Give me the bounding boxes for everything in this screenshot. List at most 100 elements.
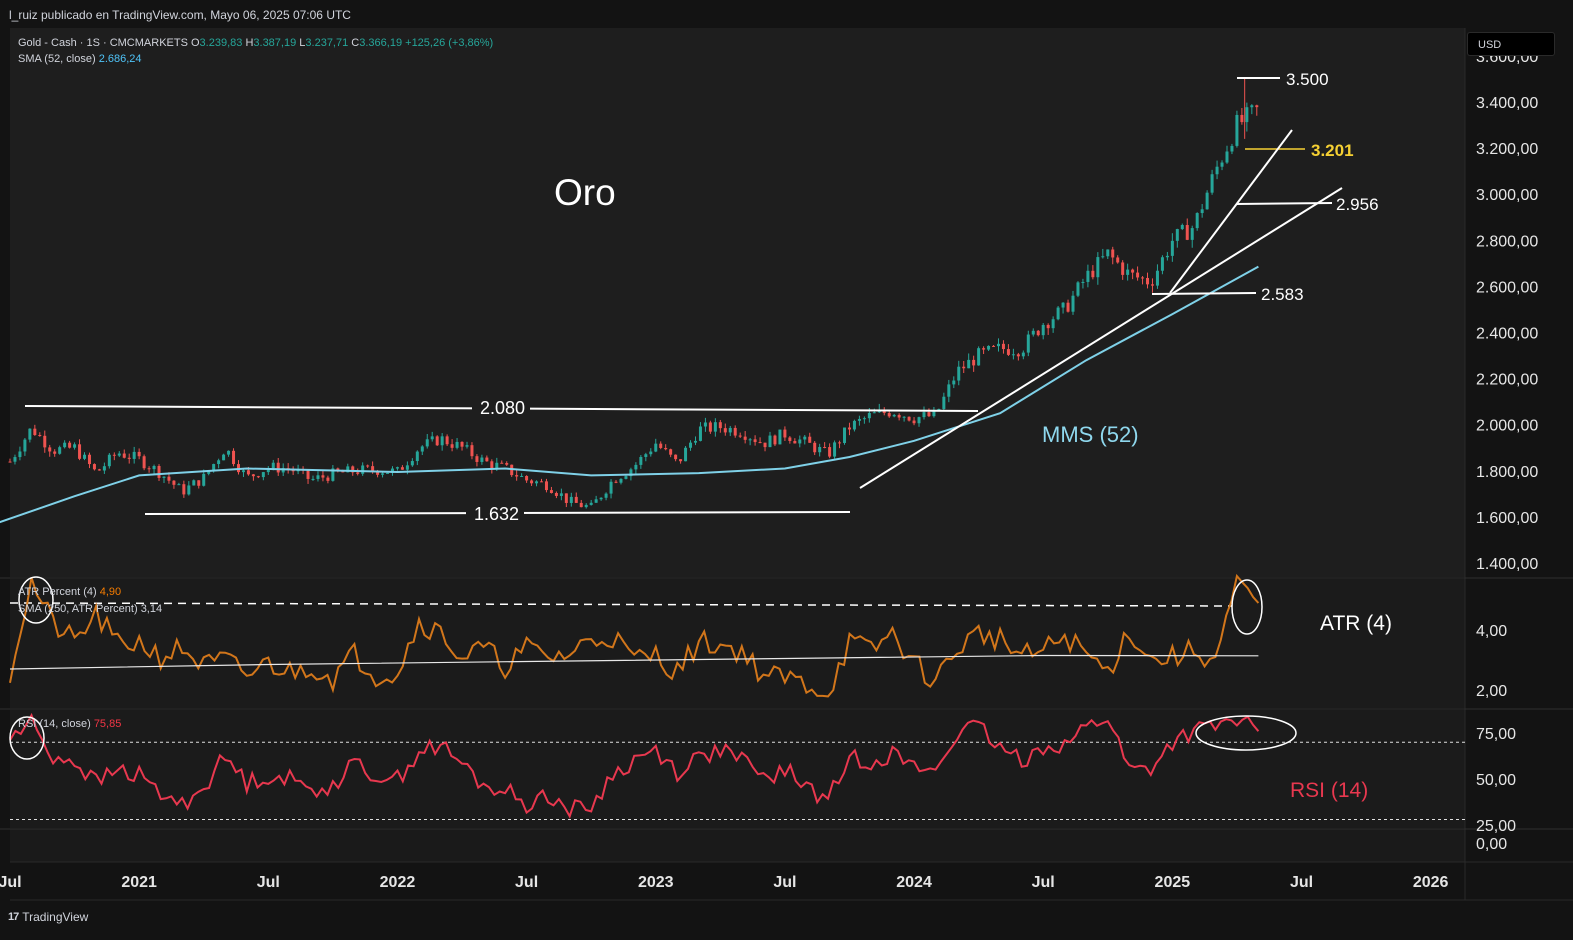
candle-body <box>1250 105 1254 108</box>
candle-body <box>127 457 131 459</box>
candle-body <box>1141 277 1145 279</box>
candle-body <box>97 469 101 471</box>
candle-body <box>102 466 106 471</box>
candle-body <box>480 457 484 462</box>
level-2583-label: 2.583 <box>1261 285 1304 304</box>
rsi-highlight-ellipse-left <box>9 716 45 760</box>
candle-body <box>1031 330 1035 335</box>
candle-body <box>117 453 121 456</box>
candle-body <box>425 439 429 447</box>
candle-body <box>594 499 598 503</box>
candle-body <box>251 474 255 477</box>
candle-body <box>664 447 668 450</box>
candle-body <box>1126 269 1130 275</box>
candle-body <box>395 467 399 469</box>
atr-annotation: ATR (4) <box>1320 612 1392 635</box>
candle-body <box>1230 145 1234 152</box>
candle-body <box>634 464 638 470</box>
candle-body <box>808 436 812 443</box>
candle-body <box>87 454 91 465</box>
candle-body <box>18 451 22 458</box>
candle-body <box>733 427 737 436</box>
price-tick-label: 3.400,00 <box>1476 95 1538 112</box>
candle-body <box>241 470 245 473</box>
candle-body <box>371 466 375 471</box>
candle-body <box>1091 270 1095 278</box>
candle-body <box>107 454 111 467</box>
candle-body <box>400 467 404 470</box>
rsi-tick-label: 75,00 <box>1476 726 1516 743</box>
candle-body <box>485 457 489 462</box>
candle-body <box>1150 284 1154 286</box>
candle-body <box>321 475 325 478</box>
open-value: 3.239,83 <box>199 37 243 49</box>
candle-body <box>818 446 822 453</box>
c-label: C <box>351 37 360 49</box>
candle-body <box>455 441 459 448</box>
time-tick-label: 2026 <box>1413 874 1449 891</box>
candle-body <box>351 466 355 473</box>
candle-body <box>559 493 563 496</box>
candle-body <box>1011 354 1015 356</box>
candle-body <box>932 410 936 417</box>
candle-body <box>1056 307 1060 320</box>
price-tick-label: 2.000,00 <box>1476 418 1538 435</box>
candle-body <box>867 412 871 419</box>
currency-selector[interactable]: USD <box>1467 32 1555 56</box>
time-tick-label: 2023 <box>638 874 674 891</box>
candle-body <box>1016 354 1020 357</box>
atr-high-dashed-line <box>9 602 1233 607</box>
candle-body <box>1106 249 1110 257</box>
candle-body <box>520 476 524 478</box>
chart-title: Oro <box>554 172 616 213</box>
candle-body <box>743 436 747 440</box>
candle-body <box>1190 228 1194 240</box>
candle-body <box>420 446 424 452</box>
price-tick-label: 2.600,00 <box>1476 279 1538 296</box>
candle-body <box>748 439 752 441</box>
atr-pane <box>10 579 1465 708</box>
candle-body <box>1205 192 1209 210</box>
candle-body <box>311 478 315 480</box>
footer: 17 TradingView <box>8 910 88 924</box>
candle-body <box>445 436 449 445</box>
candle-body <box>1210 174 1214 193</box>
time-tick-label: Jul <box>0 874 22 891</box>
candle-body <box>698 426 702 441</box>
footer-brand: TradingView <box>22 910 89 924</box>
candle-body <box>957 366 961 381</box>
candle-body <box>381 473 385 475</box>
candle-body <box>495 462 499 469</box>
candle-body <box>1146 277 1150 285</box>
header-bar: l_ruiz publicado en TradingView.com, May… <box>0 0 1573 28</box>
candle-body <box>78 444 82 459</box>
candle-body <box>410 461 414 466</box>
candle-body <box>689 442 693 448</box>
candle-body <box>346 466 350 473</box>
time-tick-label: 2025 <box>1155 874 1191 891</box>
rsi-legend-label: RSI (14, close) <box>18 718 91 730</box>
rsi-highlight-ellipse-right <box>1195 715 1297 751</box>
price-tick-label: 2.800,00 <box>1476 233 1538 250</box>
atr-legend-value: 4,90 <box>99 586 122 598</box>
candle-body <box>1155 270 1159 286</box>
candle-body <box>137 451 141 457</box>
candle-body <box>460 441 464 447</box>
candle-body <box>73 444 77 448</box>
candle-body <box>753 439 757 443</box>
rsi-tick-label: 25,00 <box>1476 818 1516 835</box>
candle-body <box>604 493 608 498</box>
candle-body <box>684 447 688 462</box>
candle-body <box>589 502 593 505</box>
candle-body <box>172 480 176 485</box>
candle-body <box>728 427 732 433</box>
candle-body <box>1076 282 1080 296</box>
candle-body <box>1240 114 1244 123</box>
candle-body <box>629 469 633 477</box>
trendline-long <box>859 187 1343 489</box>
candle-body <box>316 475 320 479</box>
candle-body <box>142 456 146 469</box>
trendline-short <box>1169 129 1293 294</box>
candle-body <box>306 469 310 479</box>
